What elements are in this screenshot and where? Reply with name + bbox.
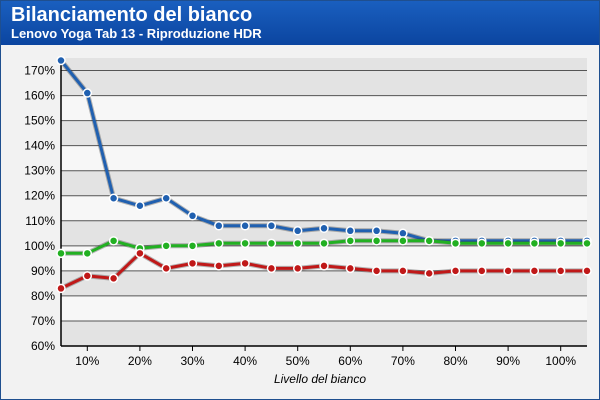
data-point bbox=[240, 258, 250, 269]
data-point bbox=[82, 248, 93, 259]
plot-band bbox=[61, 170, 587, 196]
data-point bbox=[371, 226, 382, 236]
y-tick-label: 80% bbox=[31, 289, 55, 303]
data-point bbox=[292, 238, 303, 249]
y-tick-label: 110% bbox=[25, 214, 55, 228]
data-point bbox=[108, 193, 119, 203]
data-point bbox=[108, 236, 119, 246]
data-point bbox=[450, 238, 461, 249]
data-point bbox=[555, 266, 566, 276]
data-point bbox=[187, 258, 198, 269]
data-point bbox=[214, 261, 224, 271]
data-point bbox=[424, 236, 434, 246]
y-tick-label: 140% bbox=[24, 139, 55, 153]
x-tick-label: 10% bbox=[75, 354, 99, 368]
x-tick-label: 70% bbox=[391, 354, 415, 368]
y-tick-label: 90% bbox=[31, 264, 55, 278]
y-tick-label: 60% bbox=[31, 339, 55, 353]
data-point bbox=[187, 211, 198, 221]
data-point bbox=[214, 221, 224, 231]
data-point bbox=[135, 248, 145, 259]
data-point bbox=[161, 241, 171, 251]
plot-band bbox=[61, 145, 587, 171]
data-point bbox=[398, 266, 408, 276]
y-tick-label: 130% bbox=[24, 164, 55, 178]
data-point bbox=[82, 271, 93, 281]
x-tick-label: 30% bbox=[180, 354, 204, 368]
x-tick-label: 90% bbox=[496, 354, 520, 368]
data-point bbox=[371, 266, 382, 276]
data-point bbox=[161, 263, 171, 274]
data-point bbox=[266, 263, 277, 274]
y-tick-label: 170% bbox=[24, 64, 55, 78]
data-point bbox=[82, 88, 93, 98]
y-tick-label: 120% bbox=[24, 189, 55, 203]
x-tick-label: 60% bbox=[338, 354, 362, 368]
plot-band bbox=[61, 270, 587, 296]
data-point bbox=[214, 238, 224, 249]
data-point bbox=[345, 236, 356, 246]
data-point bbox=[503, 266, 513, 276]
x-tick-label: 20% bbox=[128, 354, 152, 368]
data-point bbox=[529, 266, 540, 276]
data-point bbox=[56, 283, 66, 294]
data-point bbox=[450, 266, 461, 276]
data-point bbox=[319, 238, 329, 249]
data-point bbox=[555, 238, 566, 249]
data-point bbox=[187, 241, 198, 251]
data-point bbox=[424, 268, 434, 279]
chart-header: Bilanciamento del bianco Lenovo Yoga Tab… bbox=[1, 1, 599, 45]
x-tick-label: 80% bbox=[443, 354, 467, 368]
x-tick-label: 100% bbox=[545, 354, 576, 368]
data-point bbox=[56, 248, 66, 259]
x-tick-label: 40% bbox=[233, 354, 257, 368]
data-point bbox=[319, 261, 329, 271]
y-tick-label: 70% bbox=[31, 314, 55, 328]
data-point bbox=[345, 226, 356, 236]
plot-band bbox=[61, 58, 587, 71]
data-point bbox=[371, 236, 382, 246]
data-point bbox=[503, 238, 513, 249]
plot-band bbox=[61, 295, 587, 321]
axes bbox=[60, 58, 587, 351]
data-point bbox=[582, 266, 592, 276]
data-point bbox=[582, 238, 592, 249]
data-point bbox=[108, 273, 119, 284]
data-point bbox=[398, 236, 408, 246]
chart-subtitle: Lenovo Yoga Tab 13 - Riproduzione HDR bbox=[11, 26, 262, 41]
data-point bbox=[240, 238, 250, 249]
series-points bbox=[56, 55, 592, 294]
x-tick-label: 50% bbox=[286, 354, 310, 368]
plot-band bbox=[61, 70, 587, 96]
plot-band bbox=[61, 195, 587, 221]
plot-band bbox=[61, 95, 587, 121]
data-point bbox=[529, 238, 540, 249]
data-point bbox=[135, 201, 145, 211]
chart-title: Bilanciamento del bianco bbox=[11, 4, 253, 26]
y-tick-label: 100% bbox=[24, 239, 55, 253]
plot-band bbox=[61, 120, 587, 146]
x-axis-label: Livello del bianco bbox=[274, 372, 366, 386]
data-point bbox=[161, 193, 171, 203]
y-tick-label: 160% bbox=[24, 89, 55, 103]
data-point bbox=[240, 221, 250, 231]
data-point bbox=[266, 238, 277, 249]
data-point bbox=[266, 221, 277, 231]
data-point bbox=[319, 223, 329, 234]
tick-labels: 60% 70% 80% 90% 100% 110% 120% 130% 140% 150% 160%… bbox=[24, 64, 576, 368]
data-point bbox=[292, 226, 303, 236]
data-point bbox=[477, 266, 487, 276]
data-point bbox=[292, 263, 303, 274]
data-point bbox=[345, 263, 356, 274]
data-point bbox=[477, 238, 487, 249]
data-point bbox=[56, 55, 66, 66]
plot-band bbox=[61, 320, 587, 346]
y-tick-label: 150% bbox=[24, 114, 55, 128]
